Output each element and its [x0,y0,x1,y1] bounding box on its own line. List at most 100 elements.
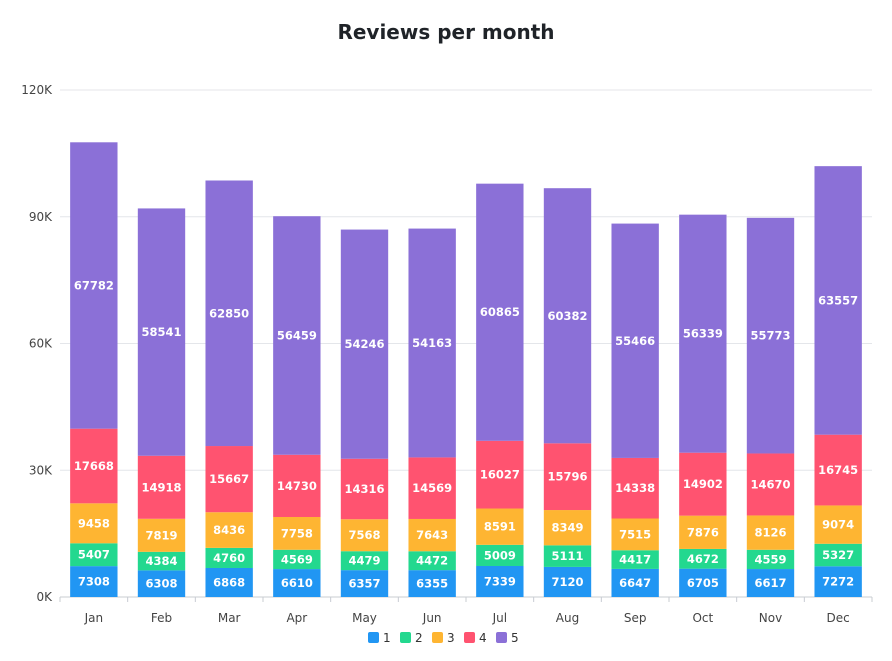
bar-segment[interactable] [611,550,659,569]
bar-segment[interactable] [814,543,862,567]
bar-segment[interactable] [679,548,727,569]
bar-segment[interactable] [476,508,524,545]
bar-segment[interactable] [746,569,795,597]
legend-swatch[interactable] [400,632,411,643]
bar-value-label: 14730 [277,479,317,493]
legend-label[interactable]: 5 [511,631,519,645]
bar-segment[interactable] [746,217,795,454]
bar-segment[interactable] [746,453,795,516]
bar-segment[interactable] [814,434,862,506]
legend-label[interactable]: 1 [383,631,391,645]
bar-segment[interactable] [340,519,389,552]
bar-segment[interactable] [340,551,389,571]
bar-segment[interactable] [340,229,389,459]
x-tick-label: Mar [218,611,241,625]
bar-segment[interactable] [476,544,524,566]
bar-segment[interactable] [340,458,389,520]
legend[interactable]: 1 2 3 4 5 [368,631,519,645]
bar-value-label: 5111 [551,549,583,563]
bar-segment[interactable] [476,565,524,597]
bar-value-label: 6355 [416,577,448,591]
bar-segment[interactable] [273,454,321,517]
bar-segment[interactable] [137,551,186,571]
bar-value-label: 60865 [480,305,520,319]
bar-segment[interactable] [273,516,321,550]
bar-value-label: 4559 [754,552,786,566]
bars: 7308 5407 9458 17668 67782 6308 4384 7819 14918 5… [70,142,862,597]
bar-segment[interactable] [611,568,659,597]
bar-value-label: 6647 [619,576,651,590]
bar-segment[interactable] [679,214,727,453]
bar-value-label: 54246 [344,337,384,351]
bar-value-label: 7308 [78,575,110,589]
bar-segment[interactable] [746,549,795,570]
bar-value-label: 56459 [277,328,317,342]
bar-segment[interactable] [679,568,727,597]
bar-segment[interactable] [543,545,592,567]
bar-segment[interactable] [137,455,186,519]
bar-segment[interactable] [408,551,456,571]
y-tick-label: 120K [21,83,53,97]
bar-segment[interactable] [137,208,186,456]
bar-segment[interactable] [814,505,862,544]
legend-label[interactable]: 4 [479,631,487,645]
bar-segment[interactable] [543,443,592,511]
bar-segment[interactable] [273,569,321,597]
bar-segment[interactable] [611,457,659,519]
bar-segment[interactable] [137,570,186,597]
bar-segment[interactable] [205,547,253,568]
bar-value-label: 55466 [615,334,655,348]
y-tick-label: 0K [36,590,53,604]
bar-segment[interactable] [408,518,456,552]
bar-value-label: 7568 [348,528,380,542]
bar-segment[interactable] [205,512,253,548]
bar-segment[interactable] [340,570,389,597]
bar-segment[interactable] [205,567,253,597]
bar-segment[interactable] [408,457,456,519]
legend-label[interactable]: 3 [447,631,455,645]
x-tick-label: Jun [422,611,442,625]
bar-segment[interactable] [611,223,659,458]
bar-segment[interactable] [408,570,456,597]
bar-segment[interactable] [476,183,524,441]
bar-segment[interactable] [543,566,592,597]
legend-swatch[interactable] [432,632,443,643]
bar-segment[interactable] [814,566,862,597]
bar-value-label: 4417 [619,553,651,567]
bar-segment[interactable] [611,518,659,551]
bar-segment[interactable] [273,549,321,570]
bar-value-label: 14338 [615,481,655,495]
bar-value-label: 16027 [480,468,520,482]
bar-value-label: 8436 [213,523,245,537]
bar-segment[interactable] [70,543,118,567]
bar-segment[interactable] [137,518,186,552]
bar-value-label: 7643 [416,528,448,542]
bar-segment[interactable] [746,515,795,550]
legend-swatch[interactable] [496,632,507,643]
bar-segment[interactable] [205,446,253,513]
bar-segment[interactable] [476,440,524,509]
bar-segment[interactable] [814,166,862,435]
x-tick-label: Jan [84,611,104,625]
bar-segment[interactable] [679,452,727,516]
bar-segment[interactable] [273,216,321,455]
bar-value-label: 54163 [412,336,452,350]
legend-swatch[interactable] [368,632,379,643]
bar-segment[interactable] [543,188,592,444]
bar-segment[interactable] [70,503,118,544]
bar-value-label: 7758 [281,526,313,540]
bar-segment[interactable] [679,515,727,549]
bar-segment[interactable] [408,228,456,458]
bar-value-label: 14316 [344,482,384,496]
bar-segment[interactable] [70,428,118,504]
bar-value-label: 8349 [551,521,583,535]
bar-value-label: 14670 [750,477,790,491]
bar-segment[interactable] [205,180,253,447]
legend-swatch[interactable] [464,632,475,643]
legend-label[interactable]: 2 [415,631,423,645]
bar-segment[interactable] [543,510,592,546]
bar-segment[interactable] [70,142,118,429]
bar-value-label: 6308 [145,577,177,591]
bar-segment[interactable] [70,566,118,597]
